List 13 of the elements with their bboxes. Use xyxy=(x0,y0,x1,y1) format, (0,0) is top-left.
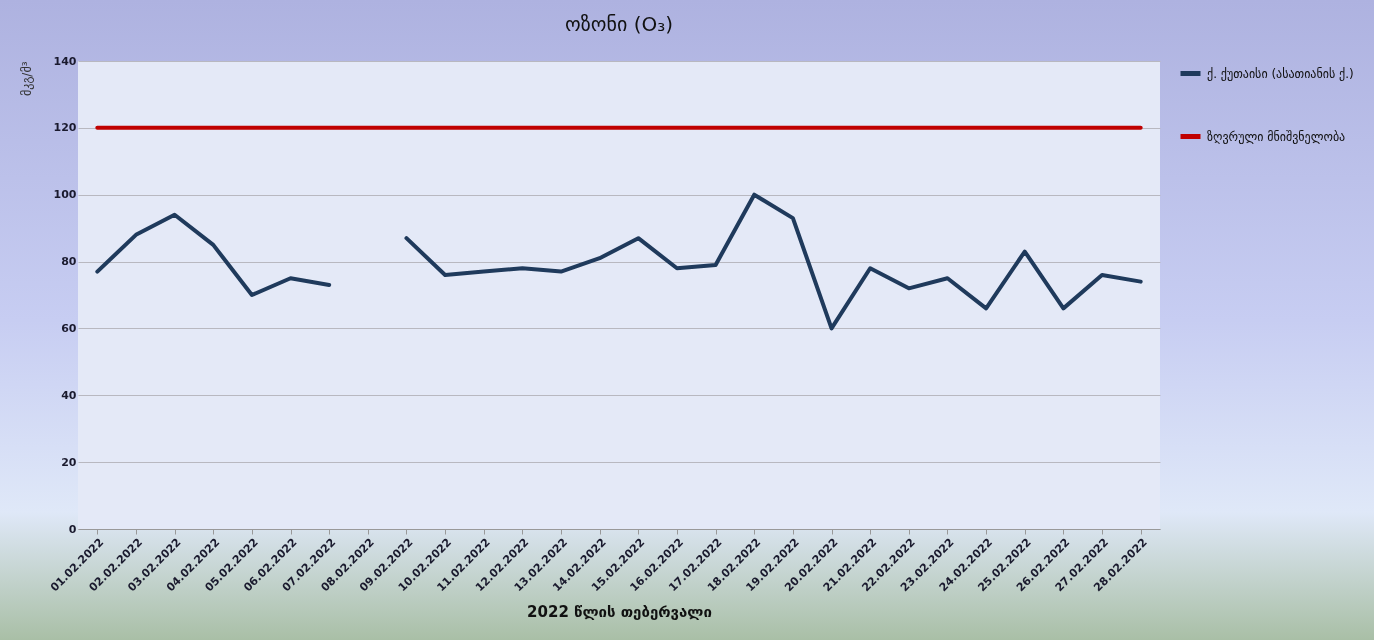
y-tick-label: 140 xyxy=(53,54,77,68)
legend-label: ქ. ქუთაისი (ასათიანის ქ.) xyxy=(1207,66,1354,81)
y-tick-label: 80 xyxy=(61,255,77,269)
x-axis-title: 2022 წლის თებერვალი xyxy=(527,603,712,622)
y-tick-label: 60 xyxy=(61,321,77,335)
legend-label: ზღვრული მნიშვნელობა xyxy=(1207,129,1346,144)
y-tick-label: 100 xyxy=(53,188,77,202)
y-tick-label: 120 xyxy=(53,121,77,135)
y-tick-label: 0 xyxy=(68,522,77,536)
chart-title: ოზონი (O₃) xyxy=(565,12,673,36)
y-tick-label: 40 xyxy=(61,388,77,402)
y-tick-label: 20 xyxy=(61,455,77,469)
y-axis-title: მკგ/მ³ xyxy=(19,61,34,96)
